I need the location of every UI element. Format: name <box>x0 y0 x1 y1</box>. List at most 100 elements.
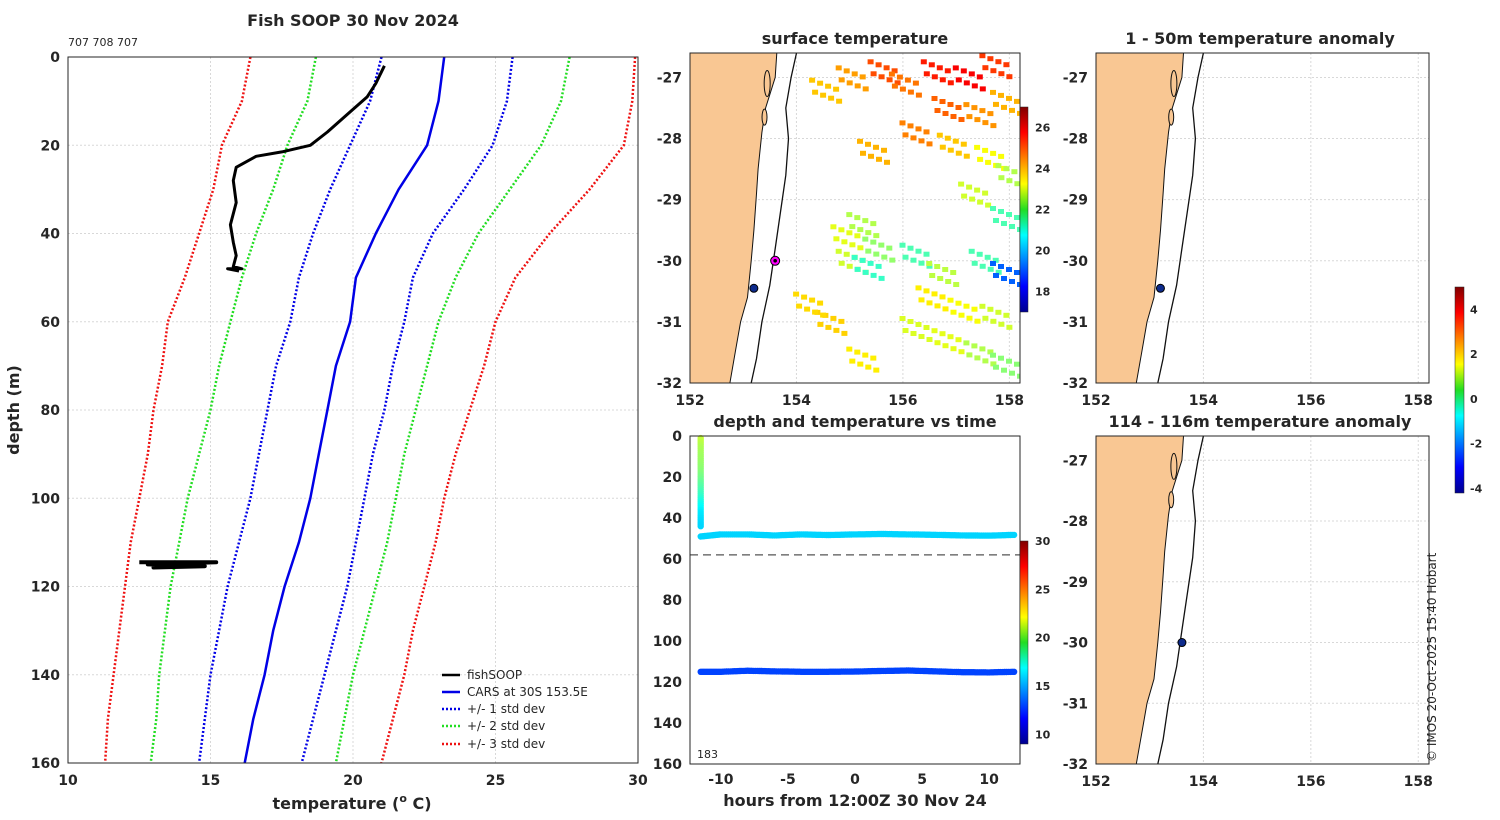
sst-cell <box>955 105 962 110</box>
sst-cell <box>939 77 946 83</box>
sst-cell <box>926 263 933 269</box>
anomaly-deep-land <box>1096 436 1185 764</box>
sst-cell <box>958 349 965 355</box>
depth-time-annotation: 183 <box>697 748 718 761</box>
sst-cell <box>1009 370 1015 376</box>
anomaly-shallow-markers <box>1155 283 1165 293</box>
sst-cell <box>865 248 872 254</box>
sst-cell <box>859 257 866 263</box>
anomaly-shallow-lat-tick-label: -30 <box>1063 254 1089 270</box>
depth-time-ytick-label: 100 <box>653 634 682 650</box>
sst-cell <box>859 74 866 80</box>
anomaly-deep-lat-tick-label: -29 <box>1063 575 1088 591</box>
series-line--1-std-dev-lower- <box>197 56 383 764</box>
sst-cell <box>915 322 922 327</box>
sst-cell <box>894 80 901 86</box>
depth-time-xtick-label: 10 <box>979 772 999 788</box>
sst-cell <box>841 330 848 336</box>
sst-cell <box>950 309 957 315</box>
sst-cell <box>971 343 978 349</box>
profile-ytick-label: 100 <box>31 491 60 507</box>
sst-cell <box>982 315 989 321</box>
sst-cell <box>1001 367 1007 373</box>
sst-cell <box>982 65 989 71</box>
sst-cell <box>1017 110 1020 116</box>
sst-cell <box>987 266 994 272</box>
sst-cell <box>1003 62 1010 68</box>
sst-cell <box>915 248 922 254</box>
sst-cell <box>846 212 853 218</box>
sst-ticks: 152 154 156 158 -27 -28 -29 -30 -31 -32 <box>657 70 1024 409</box>
sst-cell <box>934 108 941 113</box>
anomaly-shallow-lat-tick-label: -28 <box>1063 132 1088 148</box>
sst-cell <box>1006 178 1013 184</box>
sst-cell <box>1017 282 1020 287</box>
anomaly-deep-isobath <box>1157 436 1205 764</box>
anomaly-shallow-land <box>1096 53 1185 383</box>
profile-xlabel-sup: o <box>399 792 407 805</box>
sst-cell <box>865 230 872 236</box>
sst-cell <box>883 65 890 71</box>
sst-cell <box>820 92 827 98</box>
sst-lat-tick-label: -32 <box>657 376 682 392</box>
sst-cell <box>966 114 973 120</box>
sst-cell <box>862 218 869 224</box>
anomaly-shallow-lat-tick-label: -31 <box>1063 315 1088 331</box>
sst-cell <box>974 144 981 150</box>
sst-cell <box>910 331 917 336</box>
depth-time-xtick-label: -10 <box>708 772 734 788</box>
sst-colorbar-tick-label: 22 <box>1035 204 1050 217</box>
profile-ytick-label: 140 <box>31 668 60 684</box>
sst-cell <box>881 254 888 260</box>
sst-cell <box>998 153 1005 159</box>
depth-time-point <box>697 523 704 530</box>
sst-cell <box>878 74 885 80</box>
sst-cell <box>952 138 959 144</box>
sst-cell <box>865 141 871 147</box>
sst-cell <box>862 236 869 242</box>
sst-cell <box>974 187 981 193</box>
sst-cell <box>891 68 898 74</box>
sst-cell <box>990 123 997 129</box>
depth-time-colorbar-tick-label: 15 <box>1035 680 1050 693</box>
sst-panel: surface temperature 152 154 156 158 -27 -28 -2… <box>657 29 1051 409</box>
anomaly-colorbar-tick-label: 4 <box>1470 303 1478 316</box>
depth-time-ytick-label: 140 <box>653 716 682 732</box>
legend-item-std3: +/- 3 std dev <box>442 737 545 751</box>
anomaly-deep-lat-tick-label: -32 <box>1063 757 1088 773</box>
sst-cell <box>998 264 1004 269</box>
sst-cell <box>998 321 1005 327</box>
sst-cell <box>870 355 877 361</box>
sst-cell <box>998 71 1005 77</box>
sst-cell <box>1009 279 1015 284</box>
anomaly-shallow-island <box>1170 70 1178 98</box>
sst-cell <box>1014 215 1020 220</box>
sst-cell <box>862 86 869 92</box>
anomaly-deep-lat-tick-label: -31 <box>1063 696 1088 712</box>
sst-cell <box>820 312 827 318</box>
sst-cell <box>907 245 914 251</box>
sst-cell <box>931 291 938 297</box>
sst-cell <box>851 254 858 260</box>
sst-cell <box>910 135 917 141</box>
profile-series <box>103 56 637 764</box>
sst-cell <box>985 159 992 165</box>
sst-cell <box>995 269 1002 275</box>
sst-cell <box>854 233 861 239</box>
profile-xlabel: temperature (o C) <box>272 792 431 813</box>
sst-cell <box>990 206 996 211</box>
sst-cell <box>926 141 933 147</box>
sst-cell <box>974 355 981 361</box>
sst-cell <box>804 306 811 312</box>
sst-cell <box>942 111 949 116</box>
sst-cell <box>993 101 999 107</box>
sst-cell <box>944 68 951 74</box>
sst-cell <box>846 263 853 269</box>
sst-cell <box>907 123 914 129</box>
sst-cell <box>942 267 949 272</box>
sst-cell <box>982 358 989 364</box>
sst-cell <box>873 144 879 150</box>
anomaly-colorbar-tick-label: -2 <box>1470 438 1482 451</box>
sst-cell <box>982 120 989 126</box>
